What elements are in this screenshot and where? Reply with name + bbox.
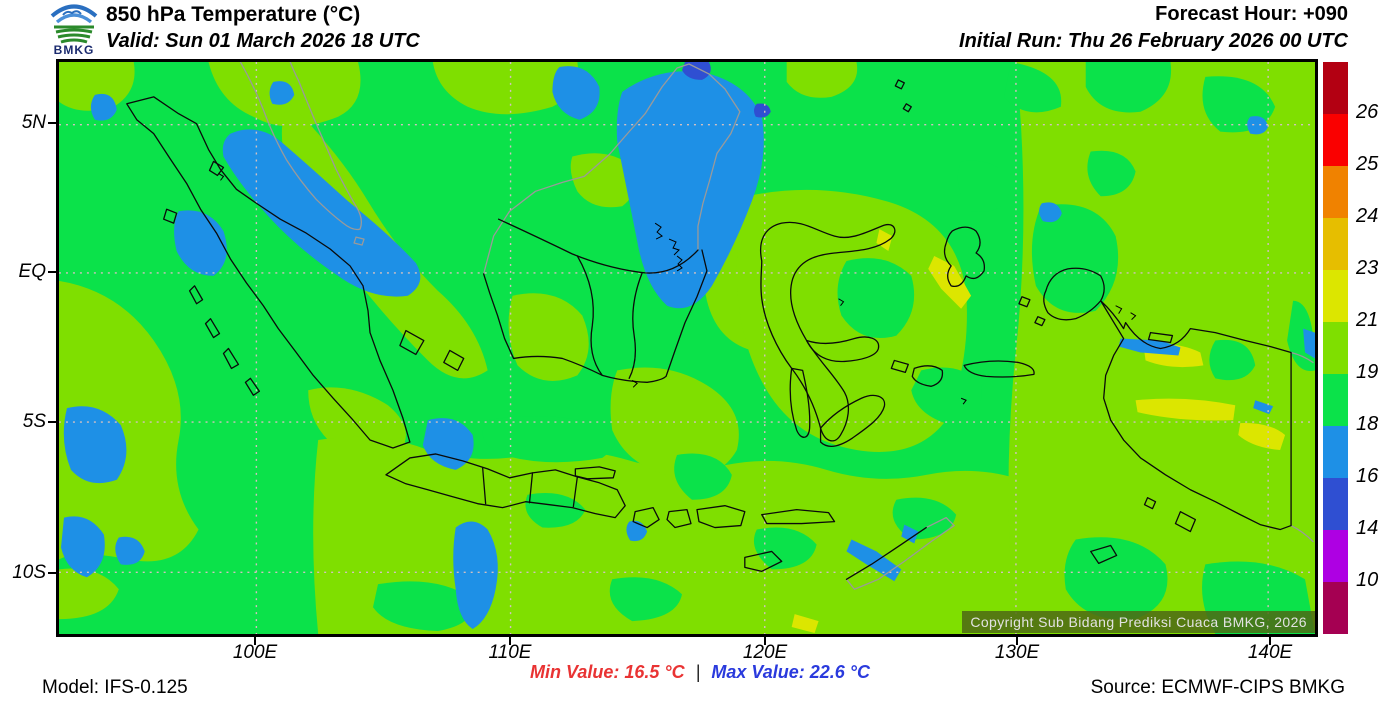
bmkg-logo-text: BMKG (53, 43, 95, 57)
x-axis-tick (254, 637, 256, 645)
y-axis-label-eq: EQ (18, 261, 46, 282)
colorbar-label: 19 (1356, 361, 1379, 383)
y-axis-tick (48, 421, 56, 423)
copyright-overlay: Copyright Sub Bidang Prediksi Cuaca BMKG… (962, 611, 1315, 633)
y-axis-label-10s: 10S (12, 562, 46, 583)
foreign-coastlines (239, 62, 1314, 590)
model-label: Model: IFS-0.125 (42, 677, 188, 698)
colorbar-segment (1323, 62, 1348, 114)
x-axis-label-120e: 120E (742, 642, 788, 663)
colorbar-segment (1323, 218, 1348, 270)
initial-run: Initial Run: Thu 26 February 2026 00 UTC (959, 30, 1348, 52)
colorbar-segment (1323, 374, 1348, 426)
bmkg-logo: BMKG (46, 1, 102, 58)
colorbar-label: 18 (1356, 413, 1379, 435)
x-axis-label-130e: 130E (994, 642, 1040, 663)
temperature-contour-map (59, 62, 1315, 634)
bmkg-logo-icon (50, 4, 98, 44)
coastline-sulawesi-maluku (760, 79, 1035, 447)
coastline-sumatra (126, 96, 465, 449)
y-axis-tick (48, 572, 56, 574)
colorbar (1323, 62, 1348, 634)
colorbar-label: 21 (1356, 309, 1379, 331)
colorbar-label: 24 (1356, 205, 1379, 227)
min-value: Min Value: 16.5 °C (530, 662, 685, 682)
forecast-hour: Forecast Hour: +090 (1155, 3, 1348, 25)
y-axis-tick (48, 122, 56, 124)
max-value: Max Value: 22.6 °C (711, 662, 870, 682)
coastline-papua (1018, 267, 1292, 565)
colorbar-segment (1323, 322, 1348, 374)
coastline-kalimantan (482, 218, 708, 383)
colorbar-segment (1323, 530, 1348, 582)
temp-band-14-16 (682, 62, 771, 118)
minmax-values: Min Value: 16.5 °C | Max Value: 22.6 °C (530, 662, 870, 683)
graticule (59, 62, 1315, 634)
colorbar-label: 26 (1356, 101, 1379, 123)
terrain-contours (218, 172, 1137, 405)
y-axis-label-5s: 5S (22, 411, 46, 432)
colorbar-segment (1323, 270, 1348, 322)
x-axis-tick (1269, 637, 1271, 645)
colorbar-segment (1323, 582, 1348, 634)
x-axis-tick (509, 637, 511, 645)
temp-band-21-23 (791, 229, 1286, 634)
colorbar-segment (1323, 166, 1348, 218)
colorbar-segment (1323, 478, 1348, 530)
colorbar-label: 23 (1356, 257, 1379, 279)
x-axis-label-100e: 100E (232, 642, 278, 663)
x-axis-label-110e: 110E (488, 642, 532, 663)
minmax-separator: | (695, 662, 701, 682)
y-axis-label-5n: 5N (21, 112, 46, 133)
x-axis-tick (764, 637, 766, 645)
colorbar-labels: 26 25 24 23 21 19 18 16 14 10 (1356, 62, 1398, 634)
coastline-java-nusatenggara (385, 453, 927, 580)
colorbar-label: 10 (1356, 569, 1379, 591)
colorbar-segment (1323, 426, 1348, 478)
x-axis-label-140e: 140E (1247, 642, 1293, 663)
colorbar-label: 14 (1356, 517, 1379, 539)
source-label: Source: ECMWF-CIPS BMKG (1090, 677, 1345, 698)
run-block: Forecast Hour: +090 Initial Run: Thu 26 … (959, 1, 1348, 55)
x-axis-tick (1016, 637, 1018, 645)
map-frame: Copyright Sub Bidang Prediksi Cuaca BMKG… (56, 59, 1318, 637)
y-axis-tick (48, 271, 56, 273)
colorbar-segment (1323, 114, 1348, 166)
colorbar-label: 16 (1356, 465, 1379, 487)
colorbar-label: 25 (1356, 153, 1379, 175)
title-block: 850 hPa Temperature (°C) Valid: Sun 01 M… (106, 1, 420, 55)
page-title: 850 hPa Temperature (°C) (106, 3, 361, 26)
temp-band-16-18 (60, 66, 1315, 630)
valid-datetime: Valid: Sun 01 March 2026 18 UTC (106, 30, 420, 52)
